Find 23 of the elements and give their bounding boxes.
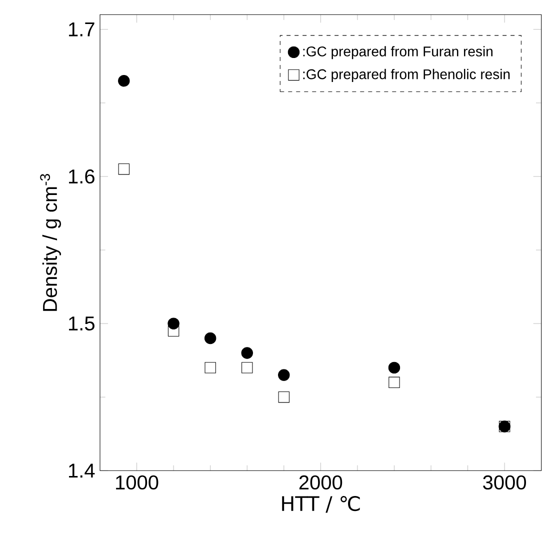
point	[118, 75, 130, 87]
point	[278, 369, 290, 382]
point	[168, 318, 180, 330]
x-tick-label: 1000	[116, 476, 158, 490]
point	[388, 362, 400, 374]
x-tick-label: 3000	[483, 476, 526, 490]
y-tick-label: 1.4	[69, 464, 95, 478]
point	[204, 332, 216, 344]
y-tick-label: 1.7	[69, 22, 94, 36]
point	[168, 325, 180, 337]
point	[241, 347, 253, 360]
x-axis-title: HTT / ℃	[282, 496, 360, 513]
point	[118, 164, 130, 175]
x-tick-label: 2000	[299, 476, 342, 490]
point	[242, 362, 253, 374]
y-axis-title: Density / g cm$^{-3}$	[40, 174, 61, 312]
point	[278, 392, 290, 403]
point	[204, 362, 216, 374]
point	[388, 376, 400, 388]
y-tick-label: 1.5	[69, 316, 94, 331]
legend-label: :GC prepared from Furan resin	[303, 46, 492, 60]
y-tick-label: 1.6	[69, 170, 94, 184]
legend-label: :GC prepared from Phenolic resin	[303, 69, 510, 82]
